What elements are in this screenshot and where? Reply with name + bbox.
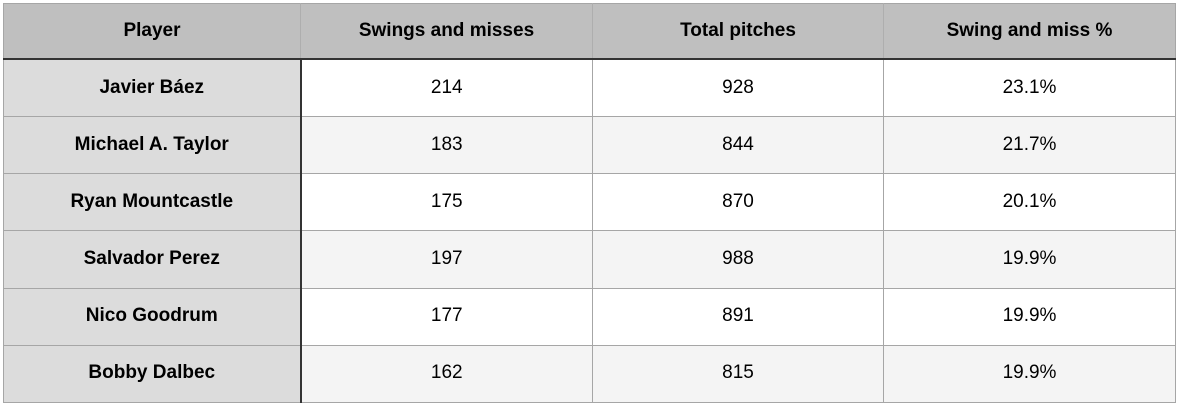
column-header-player: Player: [3, 3, 301, 60]
swing-and-miss-stats-table: Player Swings and misses Total pitches S…: [3, 3, 1176, 403]
player-name-cell: Salvador Perez: [3, 230, 302, 289]
table-row: Ryan Mountcastle 175 870 20.1%: [3, 173, 1176, 231]
swings-and-misses-cell: 175: [300, 173, 593, 231]
swing-and-miss-pct-cell: 19.9%: [883, 230, 1176, 289]
swing-and-miss-pct-cell: 19.9%: [883, 287, 1176, 346]
swing-and-miss-pct-cell: 19.9%: [883, 344, 1176, 403]
column-header-total-pitches: Total pitches: [592, 3, 884, 60]
table-row: Salvador Perez 197 988 19.9%: [3, 230, 1176, 289]
swing-and-miss-pct-cell: 20.1%: [883, 173, 1176, 231]
total-pitches-cell: 844: [592, 116, 884, 174]
player-name-cell: Michael A. Taylor: [3, 116, 302, 174]
total-pitches-cell: 928: [592, 58, 884, 117]
swings-and-misses-cell: 162: [300, 344, 593, 403]
swing-and-miss-pct-cell: 23.1%: [883, 58, 1176, 117]
player-name-cell: Ryan Mountcastle: [3, 173, 302, 231]
swings-and-misses-cell: 214: [300, 58, 593, 117]
player-name-cell: Bobby Dalbec: [3, 344, 302, 403]
player-name-cell: Javier Báez: [3, 58, 302, 117]
table-row: Javier Báez 214 928 23.1%: [3, 58, 1176, 117]
total-pitches-cell: 988: [592, 230, 884, 289]
total-pitches-cell: 815: [592, 344, 884, 403]
total-pitches-cell: 891: [592, 287, 884, 346]
table-row: Bobby Dalbec 162 815 19.9%: [3, 344, 1176, 403]
swings-and-misses-cell: 183: [300, 116, 593, 174]
header-row: Player Swings and misses Total pitches S…: [3, 3, 1176, 60]
column-header-swings-and-misses: Swings and misses: [300, 3, 593, 60]
table-row: Michael A. Taylor 183 844 21.7%: [3, 116, 1176, 174]
swings-and-misses-cell: 177: [300, 287, 593, 346]
swing-and-miss-pct-cell: 21.7%: [883, 116, 1176, 174]
swings-and-misses-cell: 197: [300, 230, 593, 289]
column-header-swing-and-miss-pct: Swing and miss %: [883, 3, 1176, 60]
total-pitches-cell: 870: [592, 173, 884, 231]
table-row: Nico Goodrum 177 891 19.9%: [3, 287, 1176, 346]
player-name-cell: Nico Goodrum: [3, 287, 302, 346]
